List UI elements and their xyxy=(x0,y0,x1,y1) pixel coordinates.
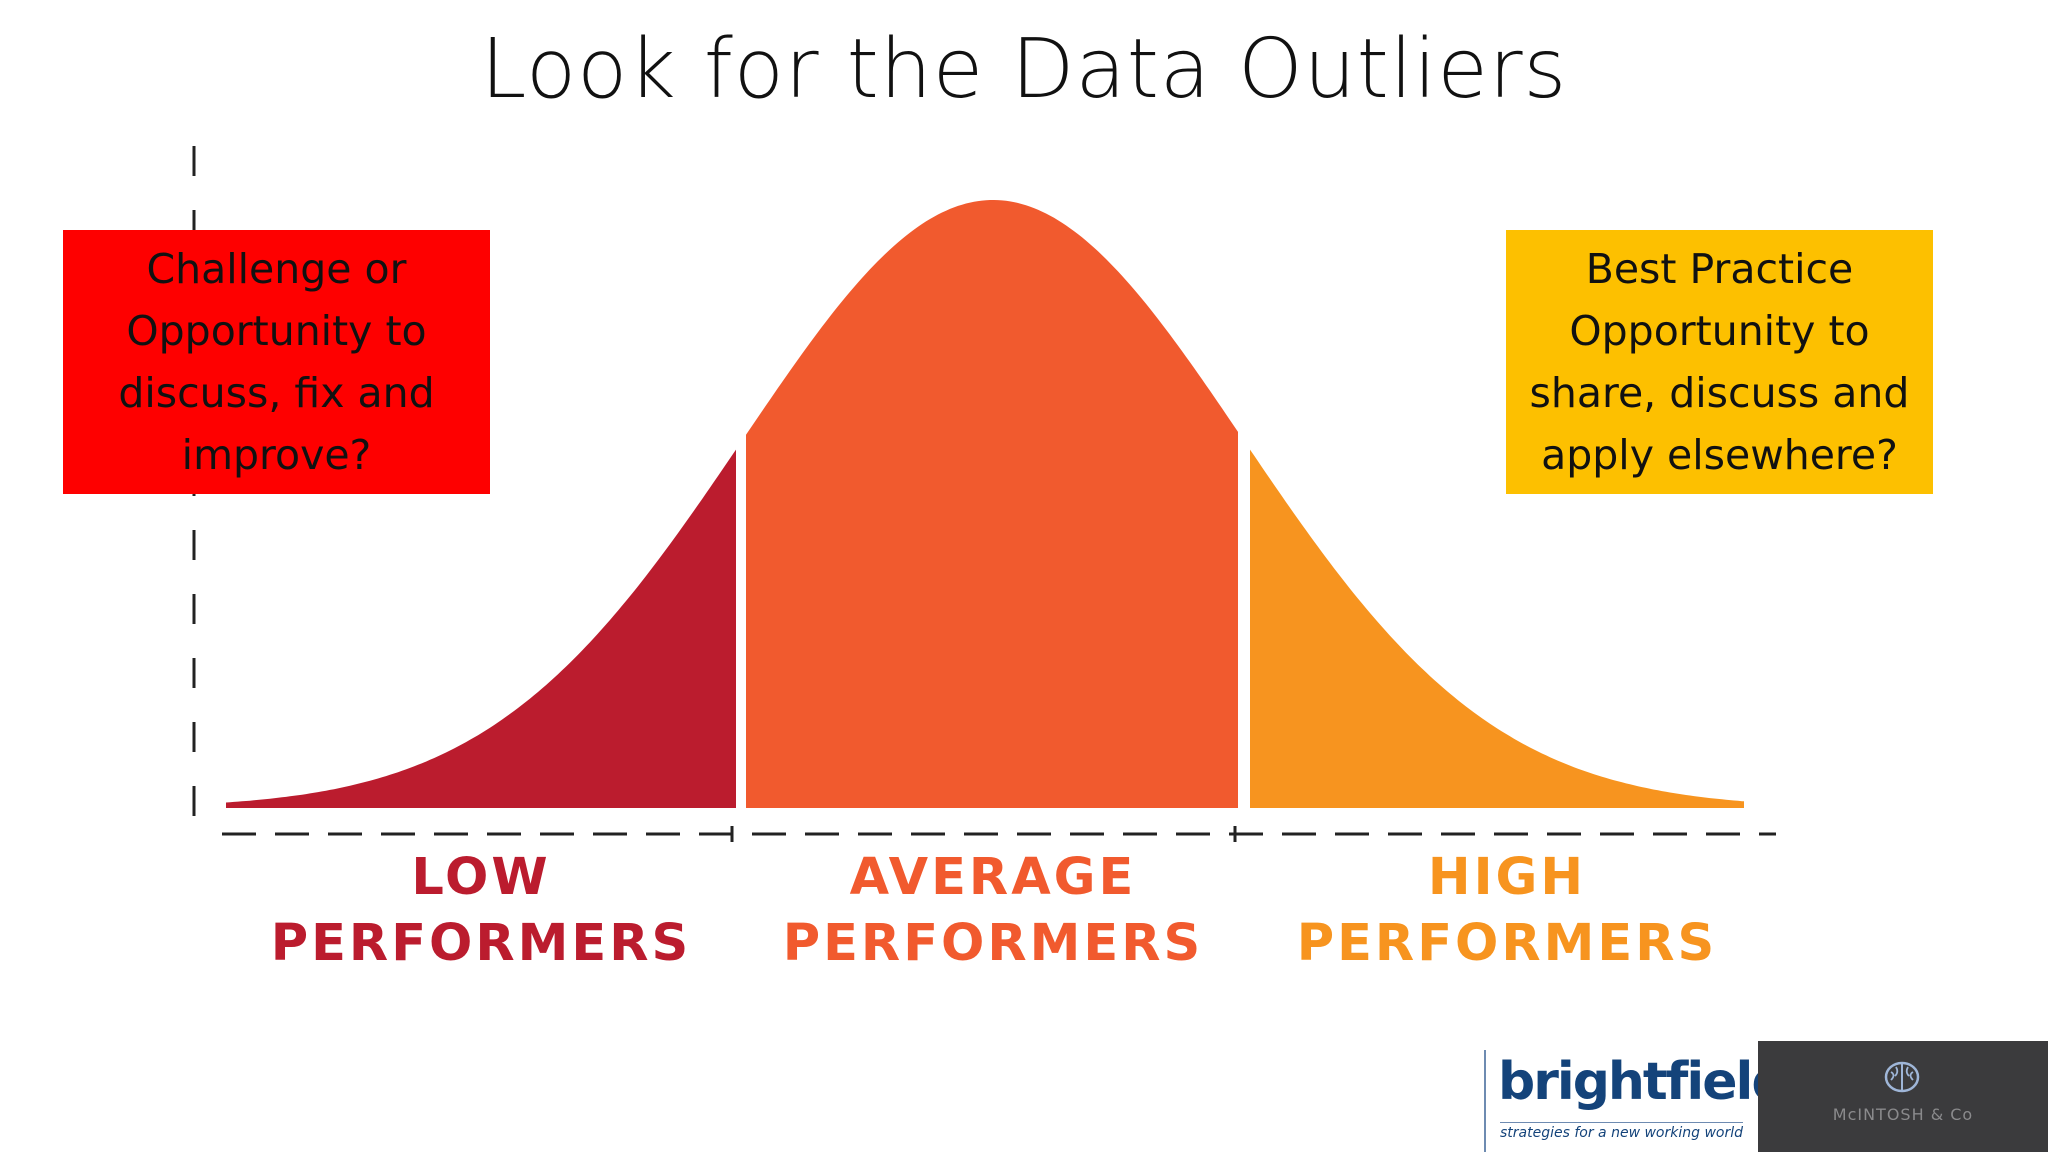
best-practice-callout: Best Practice Opportunity to share, disc… xyxy=(1506,230,1933,494)
average-performers-label-line1: AVERAGE xyxy=(849,848,1137,907)
mcintosh-logo: McINTOSH & Co xyxy=(1758,1041,2048,1152)
low-performers-label-line1: LOW xyxy=(411,848,551,907)
high-performers-label: HIGH PERFORMERS xyxy=(1264,845,1750,977)
low-performers-label: LOW PERFORMERS xyxy=(240,845,722,977)
brightfield-logo-tagline: strategies for a new working world xyxy=(1500,1122,1743,1141)
brightfield-logo: brightfield strategies for a new working… xyxy=(1484,1050,1789,1152)
average-performers-label-line2: PERFORMERS xyxy=(782,914,1204,973)
challenge-callout: Challenge or Opportunity to discuss, fix… xyxy=(63,230,490,494)
average-performers-area xyxy=(746,200,1238,808)
high-performers-label-line2: PERFORMERS xyxy=(1296,914,1718,973)
slide-title: Look for the Data Outliers xyxy=(480,22,1568,117)
challenge-callout-text: Challenge or Opportunity to discuss, fix… xyxy=(118,245,435,479)
low-performers-label-line2: PERFORMERS xyxy=(270,914,692,973)
brain-icon xyxy=(1884,1061,1920,1093)
low-performers-area xyxy=(226,449,736,808)
high-performers-area xyxy=(1250,449,1744,808)
high-performers-label-line1: HIGH xyxy=(1427,848,1587,907)
brightfield-logo-name: brightfield xyxy=(1498,1052,1789,1112)
best-practice-callout-text: Best Practice Opportunity to share, disc… xyxy=(1529,245,1910,479)
average-performers-label: AVERAGE PERFORMERS xyxy=(752,845,1234,977)
mcintosh-logo-name: McINTOSH & Co xyxy=(1832,1105,1974,1124)
